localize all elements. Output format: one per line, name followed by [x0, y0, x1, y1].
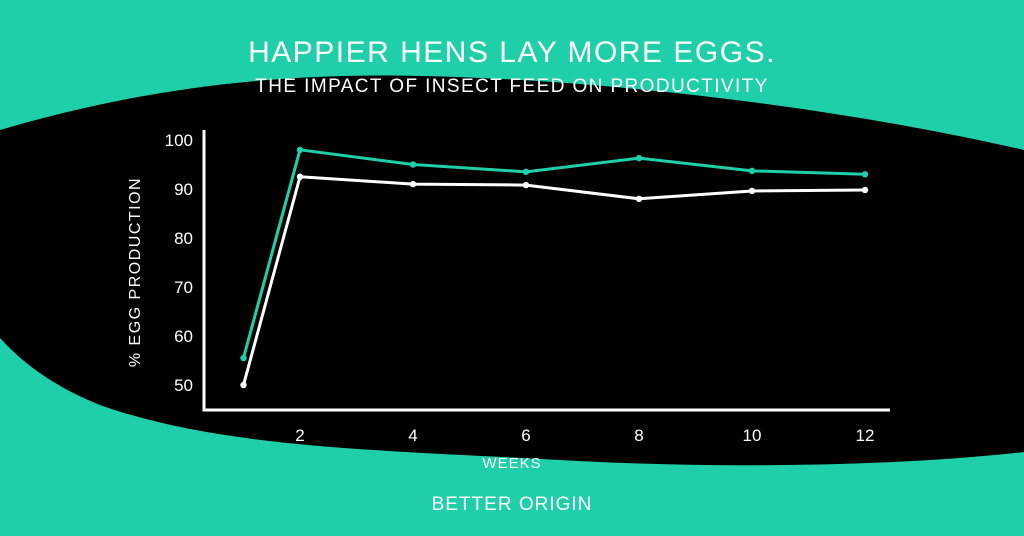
series-2-point — [861, 186, 869, 194]
background-blob — [0, 75, 1024, 466]
y-axis-label: % EGG PRODUCTION — [127, 176, 144, 368]
y-tick-label: 100 — [165, 131, 193, 150]
y-tick-label: 60 — [174, 327, 193, 346]
series-1-point — [635, 154, 643, 162]
series-1-point — [296, 146, 304, 153]
series-2-point — [240, 381, 247, 389]
series-2-point — [409, 180, 417, 188]
chart-series-layer — [240, 146, 869, 389]
series-1-point — [861, 171, 869, 178]
series-2-point — [635, 195, 643, 202]
brand-logo-text: BETTER ORIGIN — [431, 494, 593, 515]
chart-title: HAPPIER HENS LAY MORE EGGS. — [248, 36, 776, 69]
series-1-point — [748, 167, 756, 175]
x-tick-label: 10 — [743, 426, 762, 445]
y-tick-label: 50 — [174, 376, 193, 395]
y-tick-label: 80 — [174, 229, 193, 248]
x-tick-label: 6 — [521, 426, 530, 445]
y-tick-label: 90 — [174, 180, 193, 199]
x-tick-label: 8 — [634, 426, 643, 445]
chart-subtitle: THE IMPACT OF INSECT FEED ON PRODUCTIVIT… — [255, 76, 769, 97]
x-tick-label: 12 — [856, 426, 875, 445]
series-1-point — [240, 354, 247, 362]
series-1-point — [522, 168, 530, 176]
chart-axes: 50 60 70 80 90 100 2 4 6 8 10 12 — [165, 130, 890, 445]
x-tick-label: 4 — [408, 426, 417, 445]
y-tick-label: 70 — [174, 278, 193, 297]
series-2-point — [748, 187, 756, 195]
x-tick-label: 2 — [295, 426, 304, 445]
series-1-point — [409, 161, 417, 168]
series-2-point — [296, 173, 304, 180]
series-2-point — [522, 181, 530, 189]
x-axis-label: WEEKS — [482, 455, 542, 472]
